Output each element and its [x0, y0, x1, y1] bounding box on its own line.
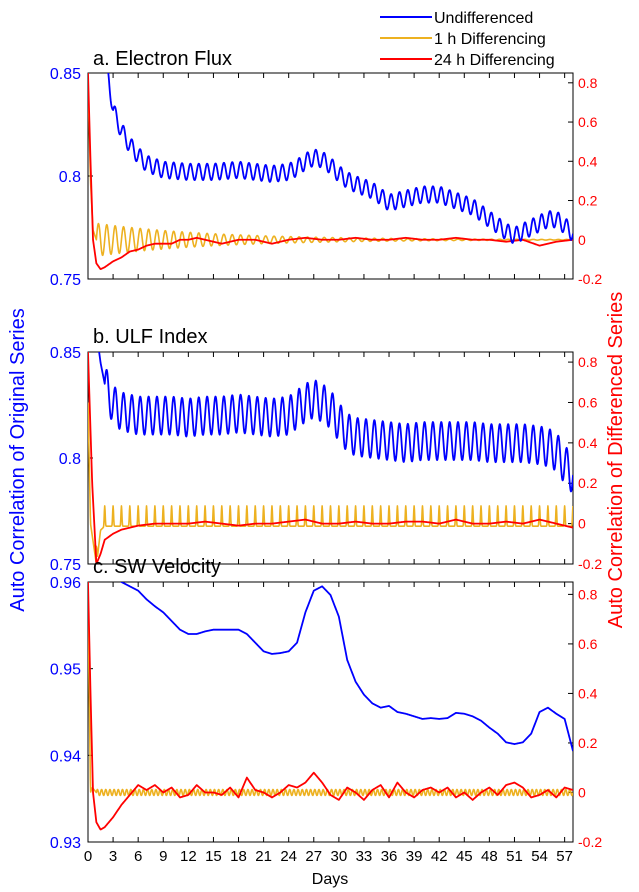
x-tick-label: 9: [159, 848, 167, 865]
panel-a-title: a. Electron Flux: [93, 48, 232, 70]
legend: Undifferenced 1 h Differencing 24 h Diff…: [380, 10, 555, 69]
right-axis-label: Auto Correlation of Differenced Series: [605, 292, 627, 628]
panel-a-undifferenced-line: [107, 73, 573, 244]
left-tick-label: 0.8: [59, 451, 81, 468]
right-tick-label: 0.2: [578, 193, 598, 209]
x-tick-label: 30: [331, 848, 348, 865]
panel-c-axes: 0 3 6 9 12 15 18 21 24 27 30 33 36 39 42 45 48 51 54 570.93…: [50, 575, 602, 865]
x-tick-label: 33: [356, 848, 373, 865]
right-tick-label: 0.6: [578, 114, 598, 130]
legend-label-undifferenced: Undifferenced: [434, 10, 533, 27]
x-tick-label: 21: [255, 848, 272, 865]
panel-c-title: c. SW Velocity: [93, 556, 221, 578]
right-tick-label: -0.2: [578, 556, 602, 572]
x-tick-label: 54: [531, 848, 548, 865]
panel-c-24-h-differencing-line: [88, 582, 573, 831]
x-tick-label: 15: [205, 848, 222, 865]
x-tick-label: 48: [481, 848, 498, 865]
panel-c: c. SW Velocity 0 3 6 9 12 15 18 21 24 27 30 33 36 39 4…: [50, 556, 602, 865]
right-tick-label: 0.4: [578, 685, 598, 701]
x-tick-label: 12: [180, 848, 197, 865]
panel-b-24-h-differencing-line: [88, 352, 573, 564]
panel-c-1-h-differencing-line: [88, 594, 573, 797]
panel-a-axes: 0.75 0.8 0.85 -0.2 0 0.2 0.4 0.6 0.8: [50, 66, 602, 289]
right-tick-label: 0.2: [578, 475, 598, 491]
panel-b-title: b. ULF Index: [93, 326, 208, 348]
left-tick-label: 0.85: [50, 345, 81, 362]
left-tick-label: 0.8: [59, 169, 81, 186]
x-tick-label: 45: [456, 848, 473, 865]
panel-c-frame: [87, 581, 574, 843]
x-tick-label: 0: [84, 848, 92, 865]
panel-b-axes: 0.75 0.8 0.85 -0.2 0 0.2 0.4 0.6 0.8: [50, 345, 602, 574]
panel-c-undifferenced-line: [120, 582, 573, 752]
right-tick-label: 0.6: [578, 636, 598, 652]
right-tick-label: -0.2: [578, 271, 602, 287]
panel-a-plot: [88, 73, 573, 271]
left-tick-label: 0.75: [50, 272, 81, 289]
panel-b: b. ULF Index 0.750.80.85-0.200.20.40.60.…: [50, 326, 602, 574]
left-tick-label: 0.95: [50, 662, 81, 679]
left-tick-label: 0.85: [50, 66, 81, 83]
x-tick-label: 27: [305, 848, 322, 865]
x-tick-label: 57: [556, 848, 573, 865]
x-tick-label: 39: [406, 848, 423, 865]
panel-b-1-h-differencing-line: [88, 402, 573, 563]
x-tick-label: 18: [230, 848, 247, 865]
legend-label-24h: 24 h Differencing: [434, 52, 555, 69]
right-tick-label: 0: [578, 232, 586, 248]
x-tick-label: 24: [280, 848, 297, 865]
right-tick-label: 0.8: [578, 586, 598, 602]
right-tick-label: 0.4: [578, 435, 598, 451]
right-tick-label: 0.2: [578, 735, 598, 751]
x-tick-label: 3: [109, 848, 117, 865]
panel-b-frame: [87, 351, 574, 565]
x-axis-label: Days: [312, 871, 348, 888]
left-tick-label: 0.93: [50, 835, 81, 852]
x-tick-label: 6: [134, 848, 142, 865]
right-tick-label: 0.8: [578, 75, 598, 91]
right-tick-label: 0: [578, 784, 586, 800]
left-tick-label: 0.75: [50, 557, 81, 574]
panel-b-undifferenced-line: [98, 352, 573, 493]
panel-c-plot: [88, 582, 573, 831]
panel-a: a. Electron Flux 0.750.80.85-0.200.20.40…: [50, 48, 602, 289]
legend-label-1h: 1 h Differencing: [434, 31, 546, 48]
left-axis-label: Auto Correlation of Original Series: [7, 308, 29, 611]
left-tick-label: 0.94: [50, 748, 81, 765]
right-tick-label: -0.2: [578, 834, 602, 850]
panel-b-plot: [88, 352, 573, 564]
x-tick-label: 42: [431, 848, 448, 865]
panel-a-24-h-differencing-line: [88, 73, 573, 271]
x-tick-label: 36: [381, 848, 398, 865]
right-tick-label: 0.6: [578, 394, 598, 410]
right-tick-label: 0.4: [578, 153, 598, 169]
right-tick-label: 0.8: [578, 354, 598, 370]
left-tick-label: 0.96: [50, 575, 81, 592]
right-tick-label: 0: [578, 516, 586, 532]
x-tick-label: 51: [506, 848, 523, 865]
